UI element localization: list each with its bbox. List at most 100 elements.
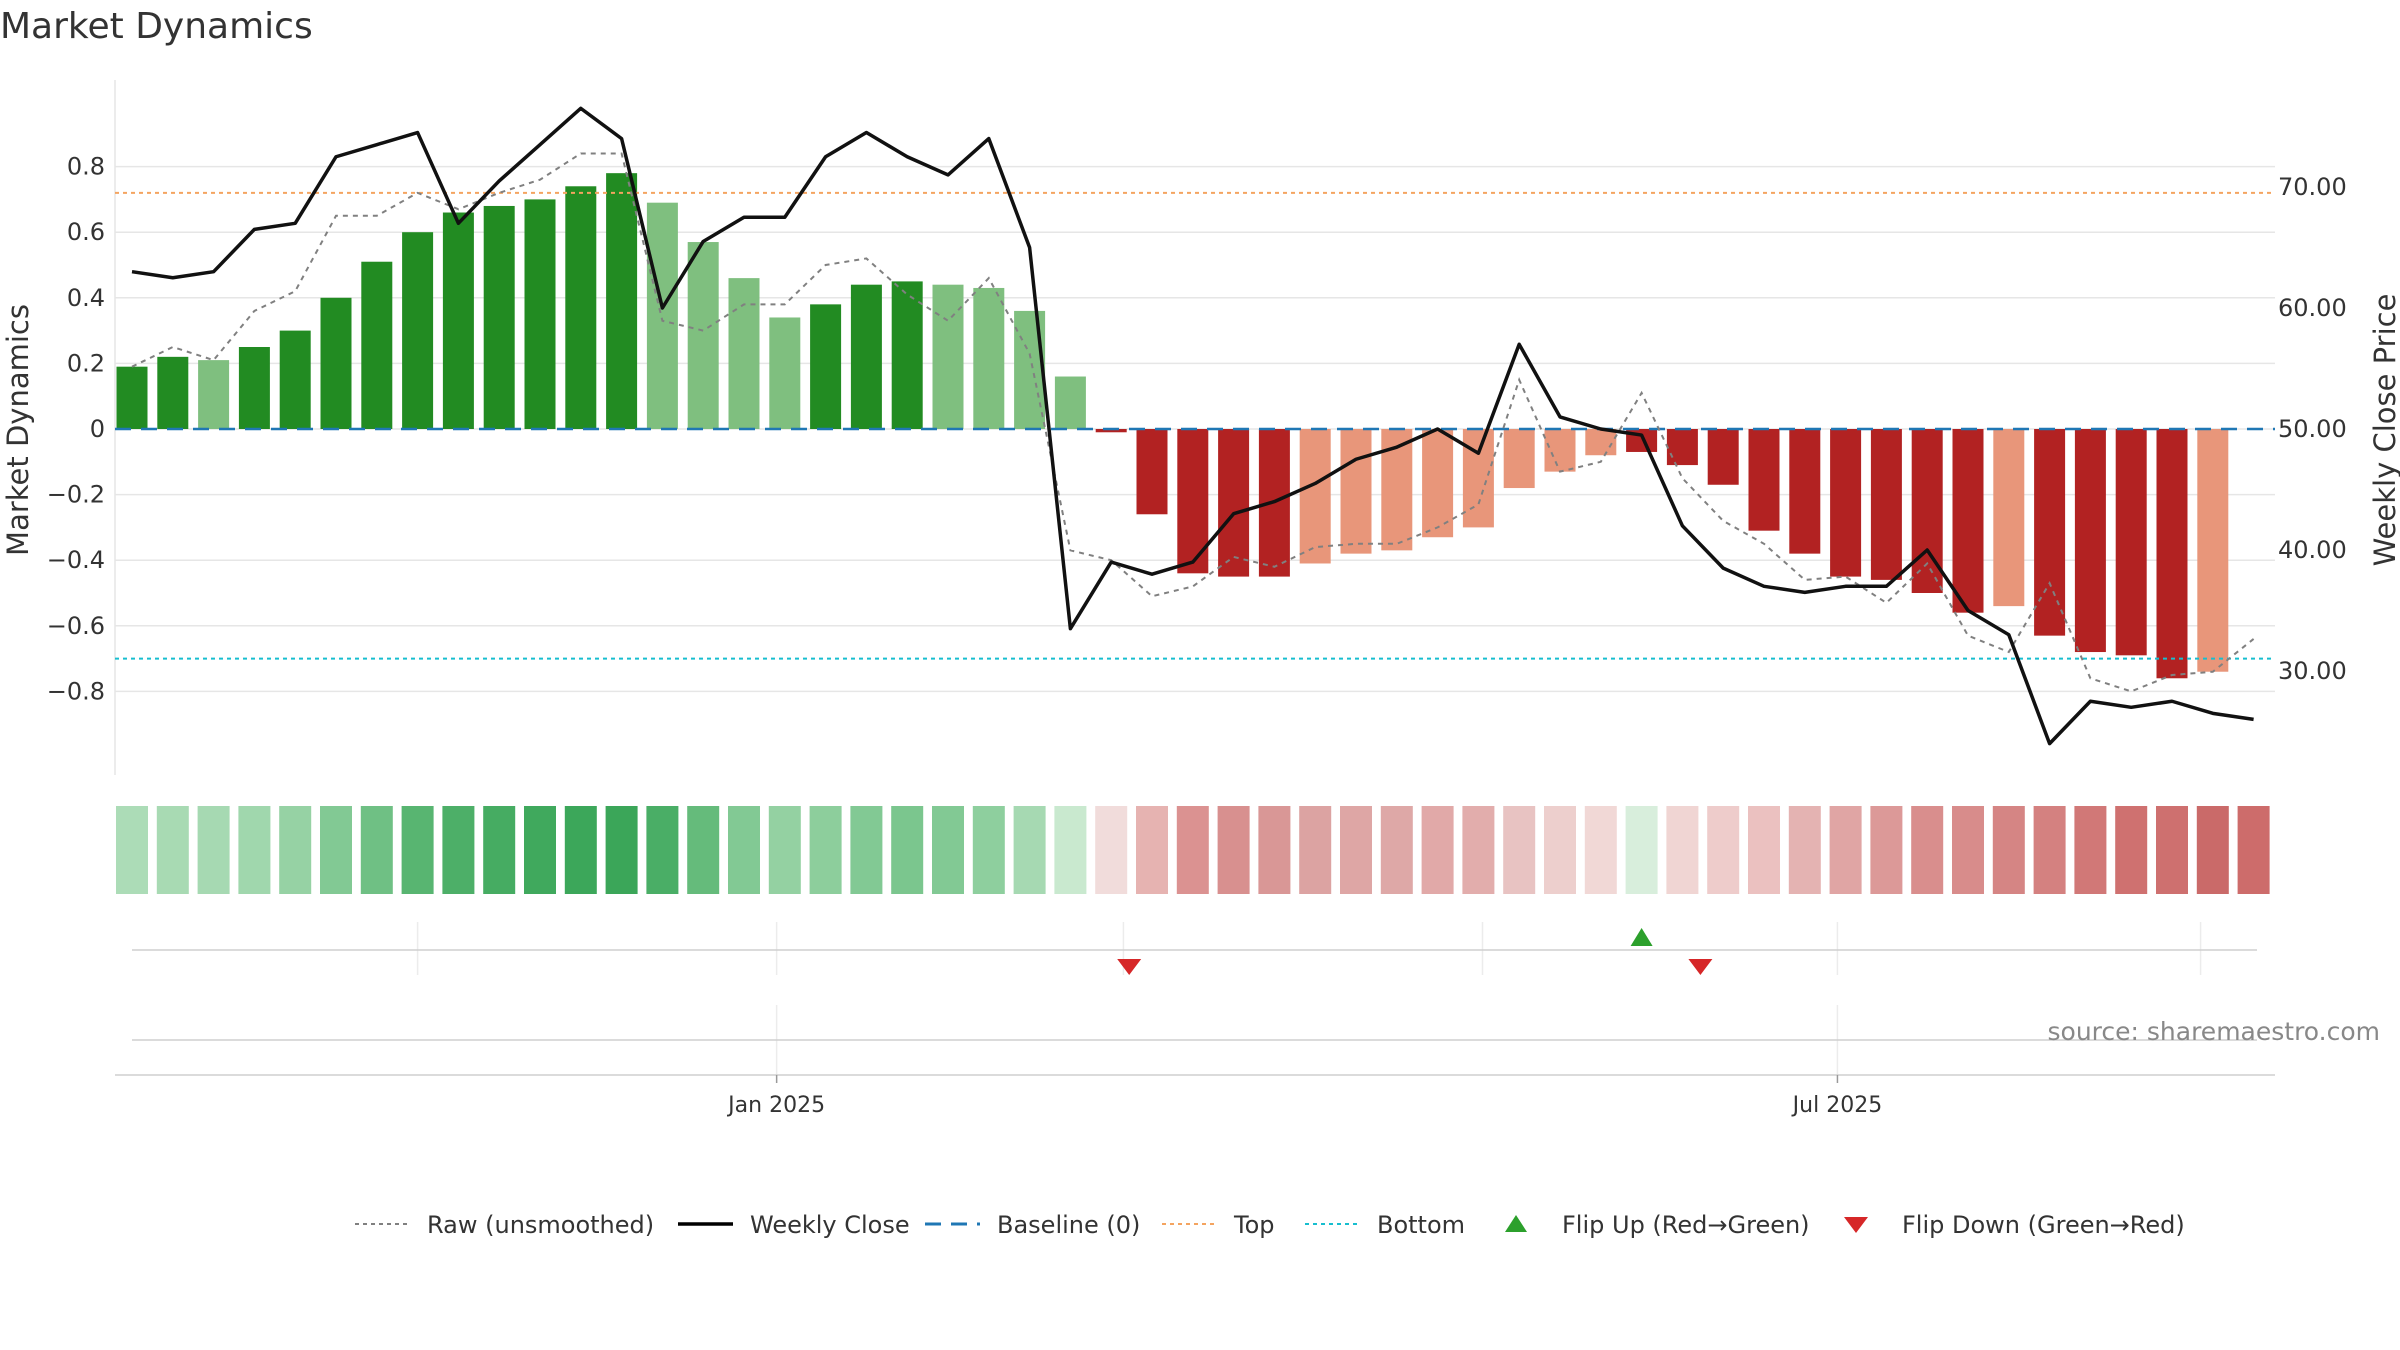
legend-label: Baseline (0): [997, 1211, 1140, 1239]
regime-cell: [116, 806, 148, 894]
regime-cell: [2115, 806, 2148, 894]
bar: [646, 202, 678, 429]
y-tick-label: 0.2: [67, 349, 105, 377]
regime-cell: [360, 806, 393, 894]
regime-cell: [1299, 806, 1332, 894]
legend-label: Weekly Close: [750, 1211, 910, 1239]
bar: [157, 356, 189, 429]
bar: [198, 360, 230, 429]
bar: [728, 278, 760, 429]
regime-cell: [1788, 806, 1821, 894]
y-axis-left: −0.8 −0.6 −0.4 −0.2 0 0.2 0.4 0.6 0.8: [47, 153, 105, 706]
legend-item: Raw (unsmoothed): [355, 1211, 654, 1239]
y-tick-label: 0.4: [67, 284, 105, 312]
legend-item: Flip Up (Red→Green): [1505, 1211, 1810, 1239]
bar: [606, 173, 638, 429]
regime-cell: [850, 806, 883, 894]
regime-cell: [1625, 806, 1658, 894]
y-tick-label: 0.6: [67, 218, 105, 246]
regime-cell: [2156, 806, 2188, 894]
bar: [1422, 429, 1454, 538]
bar: [320, 297, 352, 429]
regime-cell: [564, 806, 597, 894]
bar: [1503, 429, 1535, 489]
regime-cell: [238, 806, 271, 894]
regime-cell: [1421, 806, 1454, 894]
regime-strip: [116, 806, 2270, 894]
bar: [2156, 429, 2188, 679]
regime-cell: [279, 806, 312, 894]
regime-cell: [972, 806, 1005, 894]
flip-down-marker: [1117, 959, 1142, 975]
bar: [1789, 429, 1821, 554]
regime-cell: [1911, 806, 1944, 894]
regime-cell: [1666, 806, 1699, 894]
series-lines: [131, 106, 2255, 746]
bars-group: [116, 173, 2229, 679]
bar: [2115, 429, 2147, 656]
legend-label: Flip Down (Green→Red): [1902, 1211, 2185, 1239]
regime-cell: [1707, 806, 1740, 894]
regime-cell: [320, 806, 352, 894]
bar: [483, 205, 515, 429]
regime-cell: [2033, 806, 2066, 894]
regime-cell: [2074, 806, 2107, 894]
bar: [361, 261, 393, 429]
bar: [1014, 310, 1046, 429]
regime-cell: [687, 806, 720, 894]
regime-cell: [1503, 806, 1536, 894]
x-tick-label: Jul 2025: [1791, 1093, 1883, 1118]
y-tick-label: 0: [90, 415, 105, 443]
bar: [565, 186, 597, 429]
bar: [2197, 429, 2229, 672]
legend: Raw (unsmoothed) Weekly Close Baseline (0)…: [355, 1211, 2185, 1239]
weekly-close-line: [131, 106, 2254, 746]
chart-title: Market Dynamics: [0, 6, 313, 47]
regime-cell: [1829, 806, 1862, 894]
regime-cell: [1544, 806, 1576, 894]
bar: [1095, 429, 1127, 433]
legend-item: Flip Down (Green→Red): [1844, 1211, 2185, 1239]
y2-tick-label: 40.00: [2278, 536, 2347, 564]
bar: [2034, 429, 2066, 636]
y-tick-label: 0.8: [67, 153, 105, 181]
bar: [891, 281, 923, 429]
bar: [1054, 376, 1086, 429]
bar: [1544, 429, 1576, 472]
regime-cell: [932, 806, 964, 894]
bar: [1462, 429, 1494, 528]
legend-swatch: [1505, 1215, 1527, 1232]
regime-cell: [2196, 806, 2229, 894]
bar: [687, 242, 719, 429]
bar: [1299, 429, 1331, 564]
bar: [810, 304, 842, 429]
bar: [1870, 429, 1902, 580]
bar: [1748, 429, 1780, 531]
regime-cell: [524, 806, 556, 894]
regime-cell: [646, 806, 679, 894]
legend-item: Bottom: [1305, 1211, 1465, 1239]
y2-tick-label: 70.00: [2278, 173, 2347, 201]
regime-cell: [809, 806, 842, 894]
regime-cell: [401, 806, 434, 894]
y-axis-right: 30.00 40.00 50.00 60.00 70.00: [2278, 173, 2347, 685]
bar: [1952, 429, 1984, 613]
regime-cell: [768, 806, 801, 894]
y2-tick-label: 60.00: [2278, 294, 2347, 322]
y-axis-label: Market Dynamics: [1, 304, 35, 556]
regime-cell: [1054, 806, 1087, 894]
regime-cell: [483, 806, 516, 894]
legend-swatch: [1844, 1217, 1868, 1233]
regime-cell: [1258, 806, 1291, 894]
bar: [1585, 429, 1617, 456]
bar: [116, 366, 148, 429]
bar: [932, 284, 964, 429]
legend-label: Top: [1233, 1211, 1275, 1239]
legend-item: Baseline (0): [925, 1211, 1140, 1239]
regime-cell: [1748, 806, 1780, 894]
regime-cell: [1217, 806, 1250, 894]
regime-cell: [2237, 806, 2270, 894]
legend-label: Raw (unsmoothed): [427, 1211, 654, 1239]
